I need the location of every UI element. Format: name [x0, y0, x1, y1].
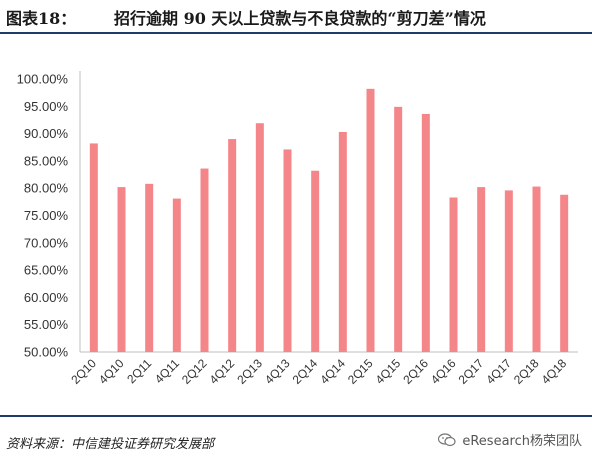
x-tick-label: 4Q15 — [373, 356, 404, 387]
bar — [338, 131, 347, 352]
y-tick-label: 65.00% — [24, 263, 69, 278]
bar — [200, 168, 209, 352]
watermark: eResearch杨荣团队 — [438, 430, 582, 449]
figure-number: 图表18： — [6, 9, 77, 28]
x-tick-label: 2Q17 — [456, 356, 487, 387]
bar — [283, 149, 292, 352]
y-tick-label: 50.00% — [24, 345, 69, 360]
x-tick-label: 4Q16 — [428, 356, 459, 387]
x-tick-label: 2Q15 — [345, 356, 376, 387]
bar — [117, 187, 126, 352]
x-tick-label: 4Q18 — [539, 356, 570, 387]
x-tick-label: 4Q17 — [483, 356, 514, 387]
bar — [89, 143, 98, 352]
y-tick-label: 60.00% — [24, 290, 69, 305]
bar — [394, 106, 403, 352]
x-tick-label: 2Q18 — [511, 356, 542, 387]
x-tick-label: 4Q14 — [317, 356, 348, 387]
x-tick-label: 4Q13 — [262, 356, 293, 387]
bar — [311, 170, 320, 352]
y-tick-label: 80.00% — [24, 181, 69, 196]
figure-title: 招行逾期 90 天以上贷款与不良贷款的“剪刀差”情况 — [114, 9, 486, 28]
bar — [477, 187, 486, 352]
bar — [145, 183, 154, 352]
source-note: 资料来源：中信建投证券研究发展部 — [6, 437, 215, 452]
x-tick-label: 4Q11 — [152, 356, 182, 386]
y-tick-label: 75.00% — [24, 208, 69, 223]
wechat-icon — [438, 432, 456, 446]
bar-chart: 50.00% 55.00% 60.00% 65.00% 70.00% 75.00% 80.0… — [17, 71, 578, 387]
y-tick-label: 90.00% — [24, 126, 69, 141]
y-tick-label: 85.00% — [24, 153, 69, 168]
y-tick-label: 55.00% — [24, 317, 69, 332]
watermark-text: eResearch杨荣团队 — [462, 434, 582, 449]
top-rule — [0, 32, 592, 34]
x-tick-label: 2Q16 — [400, 356, 431, 387]
x-tick-label: 2Q10 — [68, 356, 99, 387]
bar — [228, 139, 237, 352]
y-tick-label: 95.00% — [24, 99, 69, 114]
bar — [560, 194, 569, 352]
x-tick-label: 2Q12 — [179, 356, 210, 387]
bottom-rule — [0, 415, 592, 417]
bar — [366, 88, 375, 352]
bar — [172, 198, 181, 352]
x-tick-label: 2Q13 — [234, 356, 265, 387]
y-tick-label: 100.00% — [17, 72, 69, 87]
figure-header: 图表18： 招行逾期 90 天以上贷款与不良贷款的“剪刀差”情况 — [0, 0, 592, 32]
bar — [255, 123, 264, 352]
x-tick-label: 4Q10 — [96, 356, 127, 387]
bar — [532, 186, 541, 352]
x-tick-label: 2Q11 — [124, 356, 154, 386]
x-tick-label: 4Q12 — [207, 356, 238, 387]
bar — [504, 190, 513, 352]
x-tick-label: 2Q14 — [290, 356, 321, 387]
y-tick-label: 70.00% — [24, 235, 69, 250]
bar — [421, 113, 430, 352]
bar — [449, 197, 458, 352]
